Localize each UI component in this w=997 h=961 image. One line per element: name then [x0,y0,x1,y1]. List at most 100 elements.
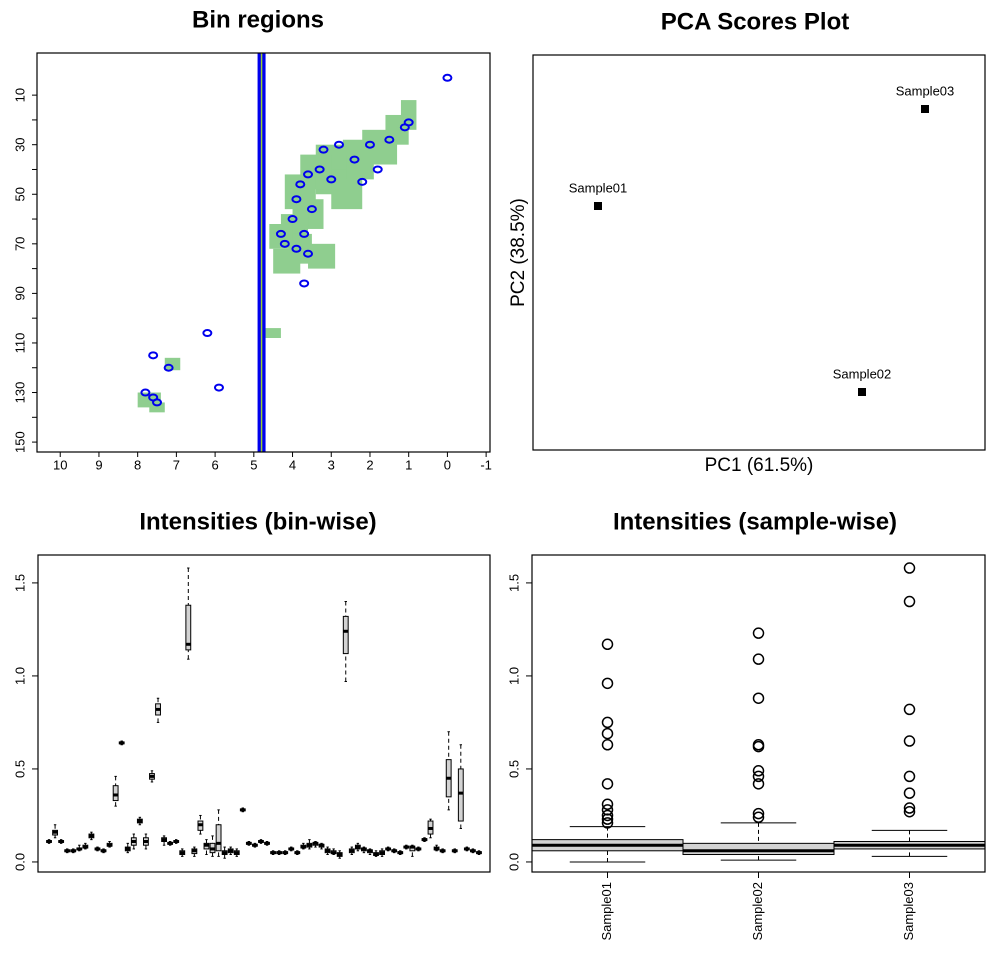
x-tick-label: 10 [53,457,67,472]
peak [140,388,151,397]
peak [326,175,337,184]
y-tick-label: 150 [12,431,27,453]
chart-title: Intensities (sample-wise) [613,508,897,535]
y-axis-label: PC2 (38.5%) [508,198,529,307]
point [858,388,866,396]
peak [148,351,159,360]
outlier [752,770,765,783]
x-tick-label: 9 [95,457,102,472]
point [594,202,602,210]
x-tick-label: 3 [328,457,335,472]
x-tick-label: Sample01 [599,882,614,941]
point-label: Sample02 [833,366,892,381]
peak [152,398,163,407]
peak [295,180,306,189]
box [457,768,464,822]
peak [357,177,368,186]
outlier [752,778,765,790]
peak [306,205,317,214]
outlier [903,735,916,747]
box [342,615,349,655]
peak [291,244,302,253]
outlier [752,807,765,820]
peak [372,165,383,174]
peak [287,215,298,224]
x-axis-label: PC1 (61.5%) [705,455,814,476]
bin [273,248,301,274]
outlier [903,805,916,818]
bin [149,402,165,413]
peak [163,363,174,372]
y-tick-label: 50 [12,187,27,201]
plot-frame [36,52,491,453]
y-tick-label: 130 [12,382,27,404]
point-label: Sample01 [569,180,628,195]
x-tick-label: 5 [250,457,257,472]
outlier [601,727,614,740]
plot-frame [532,54,986,451]
y-tick-label: 1.5 [506,574,521,592]
peak [202,329,213,338]
outlier [752,811,765,824]
outlier [601,677,614,690]
x-tick-label: Sample02 [750,882,765,941]
peak [299,229,310,238]
outlier [752,653,765,665]
x-tick-label: 6 [211,457,218,472]
peak [303,249,314,258]
point [921,105,929,113]
outlier [903,802,916,814]
box [215,824,222,852]
peak [213,383,224,392]
outlier [601,817,614,829]
x-tick-label: Sample03 [901,882,916,941]
outlier [601,798,614,811]
plot-frame [531,554,986,873]
outlier [752,692,765,704]
peak [384,135,395,144]
outlier [601,739,614,751]
box [682,842,835,856]
x-tick-label: 4 [289,457,296,472]
peak [399,123,410,132]
outlier [601,778,614,790]
outlier [752,739,765,751]
y-tick-label: 10 [12,88,27,102]
y-tick-label: 110 [12,333,27,354]
peak [364,140,375,149]
peak [318,145,329,154]
outlier [903,562,916,574]
chart-title: PCA Scores Plot [661,8,850,35]
x-tick-label: 1 [405,457,412,472]
x-tick-label: 8 [134,457,141,472]
plot-frame [37,554,491,873]
peak [275,229,286,238]
outlier [601,716,614,729]
outlier [601,638,614,651]
x-tick-label: 2 [366,457,373,472]
outlier [903,770,916,783]
chart-title: Intensities (bin-wise) [139,508,376,535]
chart-title: Bin regions [192,6,324,33]
outlier [903,787,916,799]
bin [164,357,181,371]
peak [291,195,302,204]
bin [308,243,336,269]
y-tick-label: 0.5 [12,760,27,778]
y-tick-label: 1.5 [12,574,27,592]
y-tick-label: 30 [12,137,27,151]
y-tick-label: 0.0 [506,853,521,871]
bin [265,328,281,338]
outlier [903,703,916,716]
box [185,604,192,651]
peak [303,170,314,179]
x-tick-label: -1 [480,457,492,472]
y-tick-label: 0.0 [12,853,27,871]
x-tick-label: 7 [173,457,180,472]
outlier [903,595,916,608]
y-tick-label: 70 [12,237,27,251]
peak [349,155,360,164]
outlier [601,809,614,822]
y-tick-label: 1.0 [506,667,521,685]
